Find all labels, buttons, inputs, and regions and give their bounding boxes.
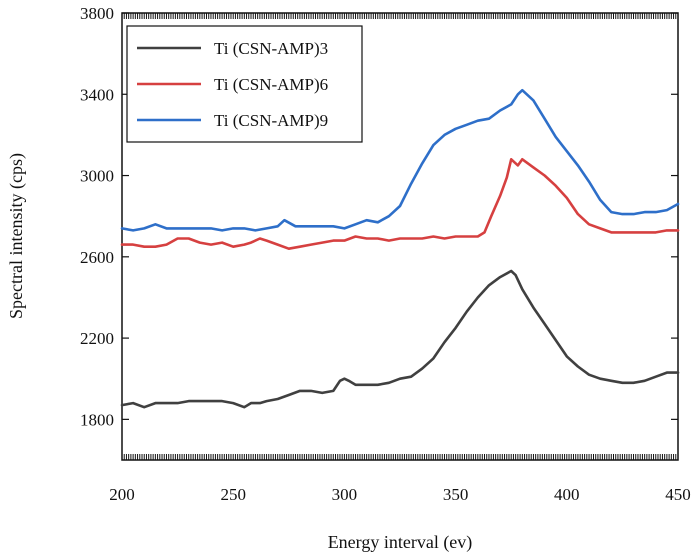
legend: Ti (CSN-AMP)3 Ti (CSN-AMP)6 Ti (CSN-AMP)9 <box>126 25 363 143</box>
y-tick-label: 3400 <box>80 85 114 104</box>
series-lines <box>120 88 680 409</box>
y-axis-title: Spectral intensity (cps) <box>6 153 27 319</box>
x-tick-label: 450 <box>665 485 691 504</box>
y-tick-label: 2600 <box>80 248 114 267</box>
y-tick-label: 3000 <box>80 167 114 186</box>
y-tick-label: 2200 <box>80 329 114 348</box>
x-tick-label: 250 <box>220 485 246 504</box>
x-tick-label: 350 <box>443 485 469 504</box>
y-tick-label: 1800 <box>80 410 114 429</box>
legend-label-1: Ti (CSN-AMP)3 <box>214 39 328 58</box>
x-tick-label: 200 <box>109 485 135 504</box>
x-tick-labels: 200 250 300 350 400 450 <box>109 485 691 504</box>
x-tick-label: 400 <box>554 485 580 504</box>
series-line-2 <box>120 158 680 250</box>
x-tick-label: 300 <box>332 485 358 504</box>
series-line-1 <box>120 269 680 409</box>
legend-label-3: Ti (CSN-AMP)9 <box>214 111 328 130</box>
series-line-3 <box>120 88 680 232</box>
legend-label-2: Ti (CSN-AMP)6 <box>214 75 328 94</box>
x-axis-title: Energy interval (ev) <box>328 532 473 553</box>
y-tick-label: 3800 <box>80 4 114 23</box>
minor-ticks <box>121 13 679 460</box>
y-tick-labels: 1800 2200 2600 3000 3400 3800 <box>80 4 678 429</box>
